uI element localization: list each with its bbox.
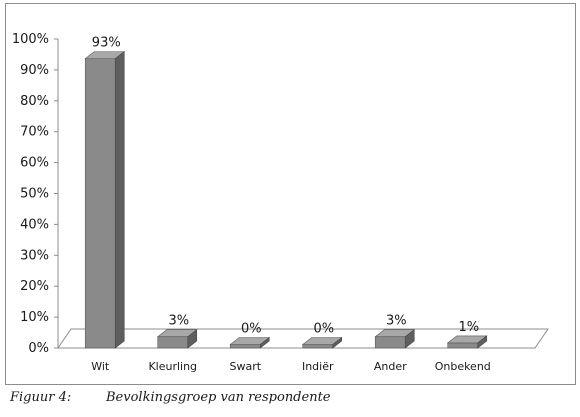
data-label: 0% (241, 322, 262, 337)
data-label: 93% (92, 36, 121, 51)
x-tick-label: Kleurling (148, 360, 197, 373)
x-tick-label: Wit (91, 360, 110, 373)
x-tick-label: Swart (229, 360, 261, 373)
bar-front (374, 336, 406, 349)
bar (374, 329, 416, 349)
bar-side (259, 336, 270, 349)
data-label: 1% (458, 320, 479, 335)
y-tick-label: 20% (20, 279, 49, 294)
y-tick-label: 80% (20, 94, 49, 109)
x-tick-label: Onbekend (435, 360, 491, 373)
bar-front (447, 342, 479, 349)
data-label: 3% (168, 314, 189, 329)
bar (229, 336, 271, 349)
data-label: 0% (313, 322, 334, 337)
y-tick-label: 90% (20, 63, 49, 78)
y-tick-label: 70% (20, 125, 49, 140)
bar-front (84, 58, 116, 349)
bar-side (477, 335, 488, 349)
bar-side (187, 329, 198, 349)
bar (301, 336, 343, 349)
y-tick-label: 60% (20, 156, 49, 171)
y-tick-label: 10% (20, 310, 49, 325)
bar-side (404, 329, 415, 349)
x-tick-label: Indiër (302, 360, 334, 373)
bar-side (332, 336, 343, 349)
bar-front (302, 344, 334, 349)
bar-front (157, 336, 189, 349)
data-label: 3% (386, 314, 407, 329)
bar-side (114, 51, 125, 349)
y-tick-label: 40% (20, 217, 49, 232)
y-axis: 0% 10% 20% 30% 40% 50% 60% 70% 80% 90% 100% (12, 32, 59, 356)
bars (84, 51, 488, 349)
y-tick-label: 0% (28, 341, 49, 356)
bar (156, 329, 198, 349)
y-tick-label: 30% (20, 248, 49, 263)
labels: 93% Wit 3% Kleurling 0% Swart 0% Indiër 3% Ander 1… (91, 36, 491, 373)
caption-text: Bevolkingsgroep van respondente (106, 390, 331, 405)
bar-front (229, 344, 261, 349)
y-tick-label: 50% (20, 187, 49, 202)
caption-label: Figuur 4: (10, 390, 72, 405)
bar (84, 51, 126, 349)
y-tick-label: 100% (12, 32, 49, 47)
x-tick-label: Ander (374, 360, 407, 373)
bar (446, 335, 488, 349)
